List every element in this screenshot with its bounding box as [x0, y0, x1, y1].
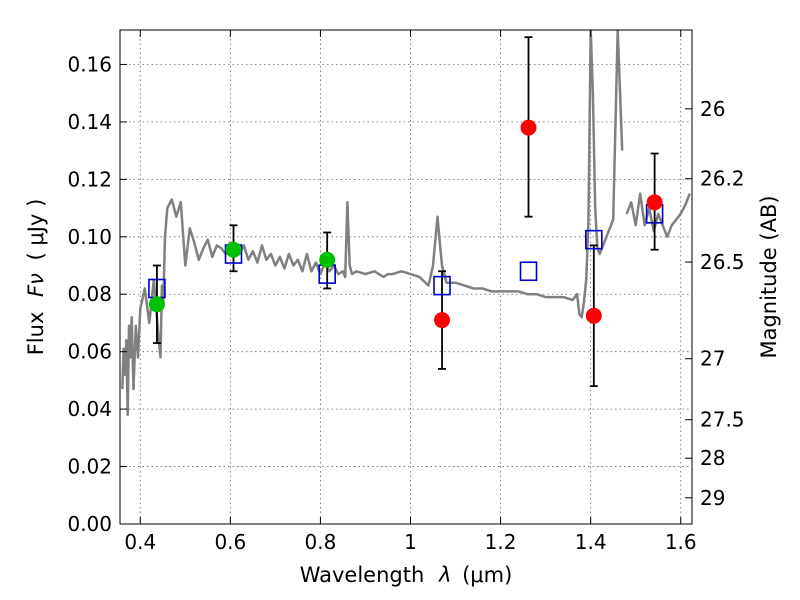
y2-tick-label: 27.5 — [700, 408, 745, 432]
y-tick-label: 0.06 — [67, 340, 112, 364]
x-tick-label: 0.6 — [214, 530, 246, 554]
plot-frame — [119, 29, 693, 525]
model-spectrum — [121, 30, 691, 417]
y-tick-label: 0.04 — [67, 397, 112, 421]
y2-tick-label: 28 — [700, 446, 725, 470]
x-tick-label: 1.2 — [485, 530, 517, 554]
y-tick-label: 0.14 — [67, 110, 112, 134]
detection-point — [319, 251, 336, 268]
y2-tick-label: 26.5 — [700, 250, 745, 274]
y-axis-label: Flux Fν ( μJy ) — [24, 199, 48, 356]
y2-axis-label: Magnitude (AB) — [757, 195, 781, 358]
x-tick-label: 1.4 — [575, 530, 607, 554]
upper-limit-point — [646, 194, 663, 211]
y-tick-label: 0.00 — [67, 512, 112, 536]
detection-point — [225, 241, 242, 258]
model-spectrum-line — [121, 30, 624, 417]
upper-limit-point — [585, 307, 602, 324]
detection-point — [148, 296, 165, 313]
y2-tick-label: 26.2 — [700, 167, 745, 191]
upper-limit-point — [520, 119, 537, 136]
errorbars — [152, 36, 659, 388]
axis-ticks — [120, 30, 692, 525]
grid — [120, 30, 692, 524]
y2-tick-label: 29 — [700, 486, 725, 510]
model-photometry-square — [519, 261, 538, 282]
x-tick-label: 1 — [404, 530, 417, 554]
x-tick-label: 1.6 — [665, 530, 697, 554]
x-axis-label: Wavelength λ (μm) — [300, 563, 513, 587]
model-spectrum-line — [625, 192, 691, 239]
model-photometry-square — [433, 275, 451, 296]
x-tick-label: 0.4 — [124, 530, 156, 554]
y2-tick-label: 27 — [700, 347, 725, 371]
model-photometry-square — [585, 229, 603, 250]
y-tick-label: 0.10 — [67, 225, 112, 249]
y-tick-label: 0.08 — [67, 282, 112, 306]
upper-limit-point — [434, 312, 451, 329]
x-tick-label: 0.8 — [305, 530, 337, 554]
tick-labels: 0.4 0.6 0.8 1 1.2 1.4 1.6 0.00 0.02 0.04 0.06 0.08 0… — [67, 52, 744, 554]
y-tick-label: 0.02 — [67, 455, 112, 479]
y-tick-label: 0.16 — [67, 52, 112, 76]
y2-tick-label: 26 — [700, 97, 725, 121]
plot-area — [121, 30, 691, 417]
observed-photometry — [148, 119, 663, 329]
y-tick-label: 0.12 — [67, 167, 112, 191]
